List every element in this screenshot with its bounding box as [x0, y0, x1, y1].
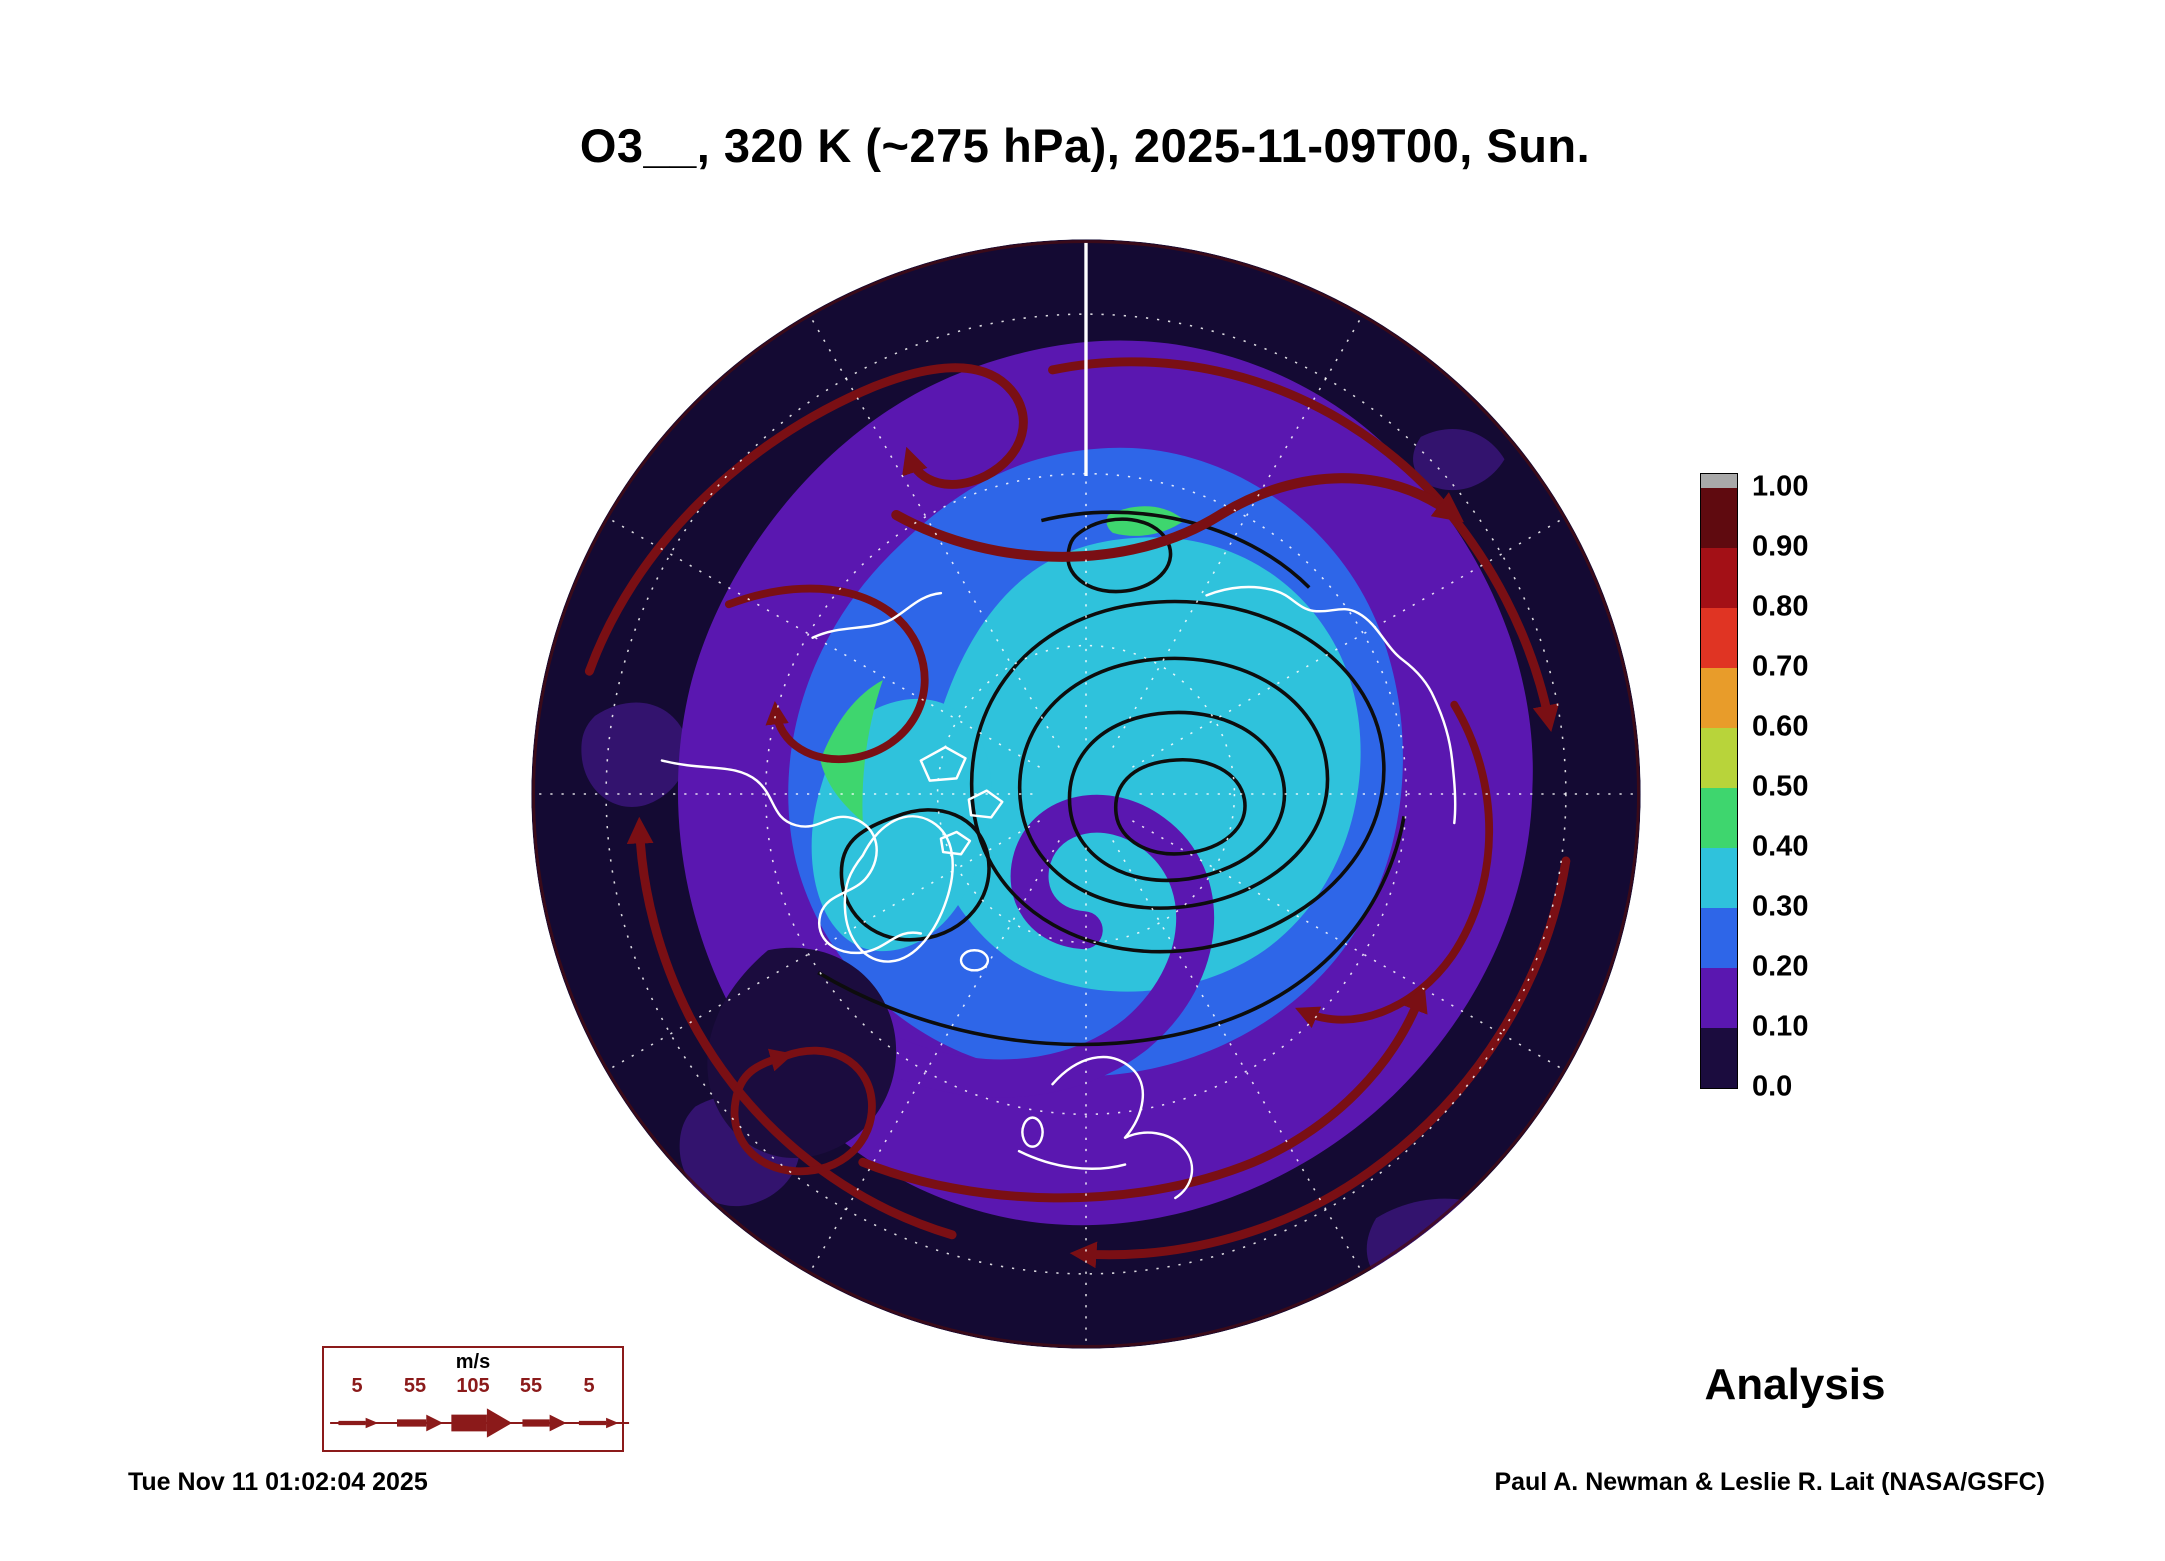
colorbar-tick-label: 0.80 [1752, 590, 1809, 623]
ozone-region-outer-purple [1413, 429, 1505, 491]
ozone-region-outer-purple [1366, 1198, 1533, 1297]
wind-streamline [626, 816, 957, 1240]
coastline-path [959, 949, 990, 972]
colorbar-tick-label: 0.20 [1752, 950, 1809, 983]
black-streamline [1018, 656, 1330, 910]
longitude-line [610, 820, 1040, 1070]
wind-unit-label: m/s [455, 1351, 491, 1373]
colorbar-tick-label: 0.0 [1752, 1070, 1793, 1103]
black-streamline-eddy [1066, 517, 1173, 594]
ozone-region-outer-purple [581, 702, 688, 807]
latitude-circle [936, 644, 1236, 944]
colorbar-segment [1701, 788, 1737, 848]
coastline-layer [660, 585, 1457, 1200]
coastline-path [939, 830, 972, 856]
coastline-path [1051, 1055, 1194, 1200]
colorbar [1700, 473, 1738, 1089]
colorbar-segment [1701, 548, 1737, 608]
wind-speed-value: 5 [351, 1375, 363, 1397]
colorbar-tick-label: 0.50 [1752, 770, 1809, 803]
colorbar-segment [1701, 848, 1737, 908]
colorbar-segment [1701, 968, 1737, 1028]
colorbar-ticks: 1.00 0.90 0.80 0.70 0.60 0.50 0.40 0.30 … [1752, 471, 1862, 1103]
coastline-path [1205, 585, 1457, 825]
longitude-line [810, 840, 1060, 1270]
wind-speed-values: 5 55 105 55 5 [328, 1375, 618, 1398]
wind-streamline [1048, 357, 1560, 732]
colorbar-overflow-cap [1701, 474, 1737, 488]
wind-streamline [584, 363, 1028, 676]
colorbar-segment [1701, 1028, 1737, 1088]
wind-arrow-scale [330, 1408, 630, 1438]
colorbar-tick-label: 1.00 [1752, 470, 1809, 503]
colorbar-segment [1701, 728, 1737, 788]
longitude-line [1132, 820, 1562, 1070]
colorbar-tick-label: 0.70 [1752, 650, 1809, 683]
colorbar-tick-label: 0.90 [1752, 530, 1809, 563]
credit-line: Paul A. Newman & Leslie R. Lait (NASA/GS… [1494, 1468, 2045, 1496]
colorbar-tick-label: 0.40 [1752, 830, 1809, 863]
wind-speed-value: 55 [403, 1375, 427, 1397]
wind-streamline [891, 473, 1464, 562]
wind-speed-value: 55 [519, 1375, 543, 1397]
graticule-layer [536, 242, 1636, 1344]
colorbar-tick-label: 0.60 [1752, 710, 1809, 743]
coastline-path [967, 789, 1004, 819]
globe-svg [531, 239, 1641, 1349]
analysis-label: Analysis [1704, 1360, 1886, 1409]
colorbar-segment [1701, 908, 1737, 968]
longitude-line [1112, 840, 1362, 1270]
black-streamline [1067, 710, 1287, 883]
ozone-fill-layer [531, 239, 1641, 1349]
coastline-path [1021, 1116, 1044, 1148]
colorbar-tick-label: 0.30 [1752, 890, 1809, 923]
wind-streamline [724, 584, 929, 764]
wind-streamline [858, 984, 1428, 1203]
wind-streamline [1295, 700, 1493, 1029]
wind-streamline [1069, 856, 1571, 1269]
contour-layer [817, 510, 1406, 1047]
wind-arrow-glyphs [338, 1408, 619, 1438]
streamline-layer [584, 357, 1571, 1269]
black-streamline [969, 599, 1386, 954]
longitude-line [1112, 318, 1362, 748]
globe-map [528, 236, 1644, 1352]
longitude-line [1132, 518, 1562, 768]
coastline-path [919, 745, 967, 782]
ozone-region-purple-swirl [810, 794, 1215, 1098]
black-streamline [1113, 758, 1247, 856]
colorbar-segment [1701, 668, 1737, 728]
coastline-path [811, 591, 943, 639]
colorbar-tick-label: 0.10 [1752, 1010, 1809, 1043]
longitude-line [810, 318, 1060, 748]
generation-timestamp: Tue Nov 11 01:02:04 2025 [128, 1468, 428, 1496]
wind-speed-legend: m/s 5 55 105 55 5 [322, 1346, 630, 1452]
wind-speed-value: 5 [583, 1375, 595, 1397]
colorbar-segment [1701, 608, 1737, 668]
plot-title: O3__, 320 K (~275 hPa), 2025-11-09T00, S… [579, 119, 1591, 172]
black-streamline [839, 808, 991, 942]
black-streamline [817, 816, 1406, 1047]
coastline-path [1017, 1149, 1127, 1170]
colorbar-segment [1701, 488, 1737, 548]
wind-speed-value: 105 [456, 1375, 490, 1397]
coastline-path [843, 815, 954, 963]
globe-rim [532, 240, 1640, 1348]
wind-streamline [730, 1046, 876, 1176]
longitude-line [610, 518, 1040, 768]
black-streamline [1040, 510, 1311, 589]
ozone-region-green [820, 680, 883, 822]
